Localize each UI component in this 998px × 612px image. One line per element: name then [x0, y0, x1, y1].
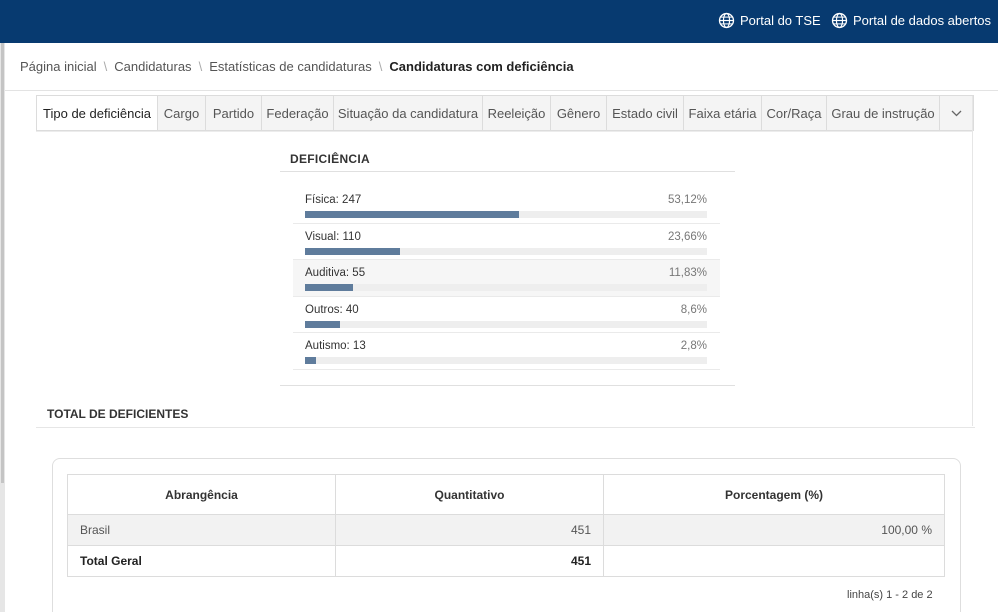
page-scrollbar-thumb[interactable] [1, 43, 4, 483]
deficiencia-row-autismo: Autismo: 13 2,8% [293, 333, 720, 370]
globe-icon [831, 12, 848, 29]
deficiencia-bar-track [305, 320, 707, 328]
deficiencia-percentage: 11,83% [668, 267, 707, 279]
breadcrumb: Página inicial \ Candidaturas \ Estatíst… [20, 59, 574, 74]
deficiencia-label: Visual: 110 [305, 230, 361, 243]
deficiencia-label: Outros: 40 [305, 303, 359, 316]
tab-cargo[interactable]: Cargo [157, 96, 205, 130]
deficiencia-row-outros: Outros: 40 8,6% [293, 297, 720, 333]
deficiencia-title-divider [280, 171, 735, 172]
total-deficientes-title: TOTAL DE DEFICIENTES [47, 407, 189, 421]
breadcrumb-separator: \ [378, 59, 383, 74]
cell-porcentagem: 100,00 % [603, 514, 945, 546]
tab-situacao-da-candidatura[interactable]: Situação da candidatura [333, 96, 482, 130]
deficiencia-percentage: 2,8% [680, 340, 707, 352]
deficiencia-section-title: DEFICIÊNCIA [290, 152, 370, 166]
breadcrumb-separator: \ [103, 59, 108, 74]
portal-dados-abertos-label: Portal de dados abertos [853, 13, 992, 28]
deficiencia-percentage: 53,12% [667, 194, 707, 206]
tab-estado-civil[interactable]: Estado civil [606, 96, 683, 130]
table-row: Brasil 451 100,00 % [67, 514, 945, 546]
total-title-divider [36, 427, 975, 428]
deficiencia-bar-fill [305, 211, 519, 218]
deficiencia-bottom-divider [280, 385, 735, 386]
tab-reeleicao[interactable]: Reeleição [482, 96, 550, 130]
deficiencia-bar-fill [305, 357, 317, 364]
tab-content-divider [36, 131, 972, 132]
breadcrumb-divider [5, 90, 998, 91]
total-deficientes-table: Abrangência Quantitativo Porcentagem (%)… [67, 474, 945, 577]
deficiencia-label: Autismo: 13 [305, 340, 366, 352]
tab-partido[interactable]: Partido [205, 96, 261, 130]
column-header-abrangencia[interactable]: Abrangência [67, 474, 336, 515]
tab-genero[interactable]: Gênero [550, 96, 606, 130]
deficiencia-bar-list: Física: 247 53,12% Visual: 110 23,66% Au… [293, 187, 720, 370]
column-header-quantitativo[interactable]: Quantitativo [335, 474, 604, 515]
cell-quantitativo: 451 [335, 514, 604, 546]
portal-tse-link[interactable]: Portal do TSE [718, 12, 821, 29]
deficiencia-bar-fill [305, 320, 340, 328]
globe-icon [718, 12, 735, 29]
column-header-porcentagem[interactable]: Porcentagem (%) [603, 474, 945, 515]
breadcrumb-home[interactable]: Página inicial [20, 59, 97, 74]
breadcrumb-candidaturas[interactable]: Candidaturas [114, 59, 192, 74]
cell-abrangencia: Brasil [67, 514, 336, 546]
table-header-row: Abrangência Quantitativo Porcentagem (%) [67, 474, 945, 515]
tab-federacao[interactable]: Federação [261, 96, 333, 130]
deficiencia-bar-track [305, 357, 707, 364]
pagination-info: linha(s) 1 - 2 de 2 [847, 589, 933, 601]
breadcrumb-separator: \ [198, 59, 203, 74]
deficiencia-label: Auditiva: 55 [305, 267, 366, 279]
deficiencia-bar-fill [305, 284, 353, 291]
deficiencia-bar-fill [305, 247, 401, 255]
deficiencia-percentage: 23,66% [667, 230, 707, 243]
tab-grau-de-instrucao[interactable]: Grau de instrução [826, 96, 939, 130]
tab-cor-raca[interactable]: Cor/Raça [761, 96, 826, 130]
deficiencia-bar-track [305, 284, 707, 291]
tab-tipo-de-deficiencia[interactable]: Tipo de deficiência [37, 96, 157, 130]
deficiencia-bar-track [305, 211, 707, 218]
deficiencia-row-visual: Visual: 110 23,66% [293, 224, 720, 260]
table-total-row: Total Geral 451 [67, 545, 945, 577]
breadcrumb-estatisticas[interactable]: Estatísticas de candidaturas [209, 59, 372, 74]
cell-total-quantitativo: 451 [335, 545, 604, 577]
breadcrumb-current-page: Candidaturas com deficiência [389, 59, 574, 74]
cell-total-label: Total Geral [67, 545, 336, 577]
panel-right-border [972, 96, 973, 426]
portal-tse-label: Portal do TSE [740, 13, 821, 28]
cell-total-porcentagem [603, 545, 945, 577]
statistics-tab-bar: Tipo de deficiência Cargo Partido Federa… [36, 95, 974, 131]
top-header-bar: Portal do TSE Portal de dados abertos [0, 0, 998, 43]
deficiencia-percentage: 8,6% [680, 303, 707, 316]
tab-faixa-etaria[interactable]: Faixa etária [683, 96, 761, 130]
more-tabs-button[interactable] [939, 96, 973, 130]
deficiencia-label: Física: 247 [305, 194, 362, 206]
deficiencia-row-fisica: Física: 247 53,12% [293, 187, 720, 224]
deficiencia-row-auditiva: Auditiva: 55 11,83% [293, 260, 720, 297]
chevron-down-icon [951, 110, 962, 116]
deficiencia-bar-track [305, 247, 707, 255]
portal-dados-abertos-link[interactable]: Portal de dados abertos [831, 12, 991, 29]
